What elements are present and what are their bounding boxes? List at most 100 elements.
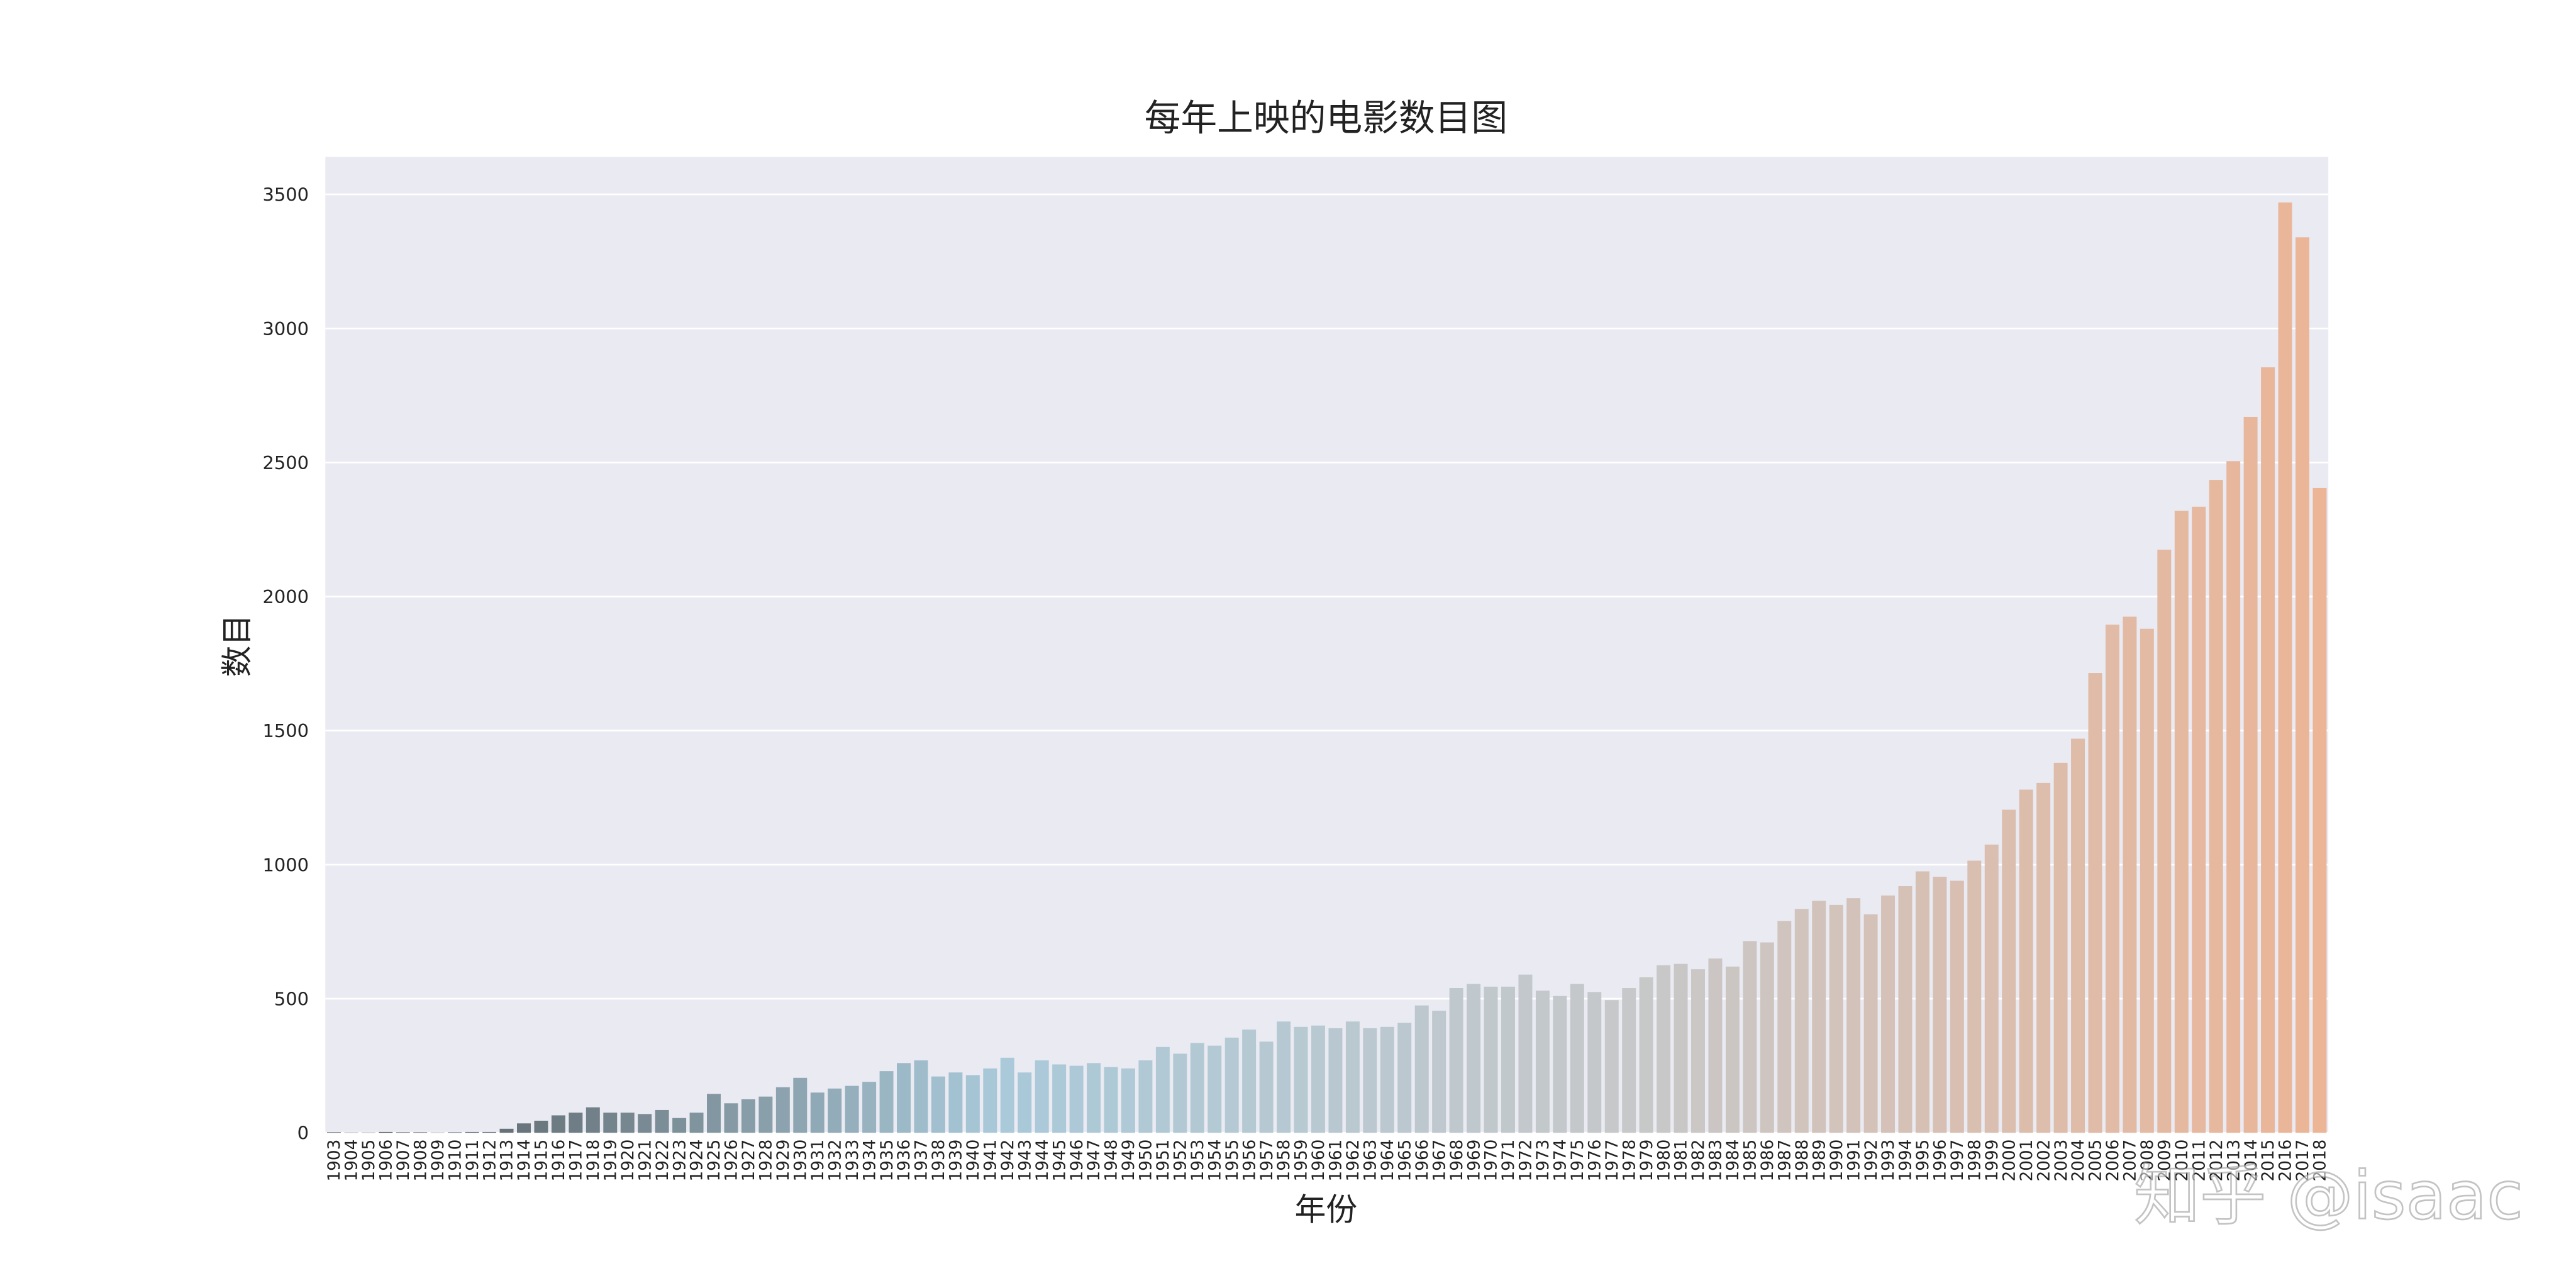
bar [1173, 1053, 1187, 1133]
x-tick-label: 1936 [895, 1140, 914, 1182]
x-tick-label: 1989 [1810, 1140, 1829, 1182]
x-tick-label: 1907 [394, 1140, 413, 1182]
bar [2105, 625, 2119, 1133]
bar [534, 1121, 548, 1133]
bar [707, 1094, 721, 1133]
y-axis-label: 数目 [219, 614, 255, 677]
x-tick-label: 1964 [1379, 1140, 1397, 1182]
bar [1345, 1021, 1360, 1133]
x-tick-label: 1919 [601, 1140, 620, 1182]
x-tick-label: 1991 [1845, 1140, 1863, 1182]
x-tick-label: 1948 [1102, 1140, 1121, 1182]
x-tick-label: 1954 [1206, 1140, 1224, 1182]
bar [2261, 367, 2275, 1133]
y-tick-label: 2000 [262, 586, 309, 608]
bar [413, 1132, 428, 1133]
bar [1570, 984, 1584, 1133]
bars [326, 202, 2327, 1133]
x-tick-label: 1977 [1603, 1140, 1622, 1182]
x-tick-label: 1911 [464, 1140, 482, 1182]
bar [499, 1128, 514, 1133]
x-tick-label: 1929 [774, 1140, 793, 1182]
x-tick-label: 1960 [1309, 1140, 1328, 1182]
bar [1898, 886, 1913, 1133]
bar [1380, 1026, 1394, 1133]
x-tick-label: 1949 [1119, 1140, 1138, 1182]
bar [655, 1109, 669, 1133]
bar [2295, 237, 2309, 1133]
x-tick-label: 1906 [377, 1140, 396, 1182]
x-tick-label: 1976 [1585, 1140, 1604, 1182]
bar [845, 1085, 859, 1133]
bar [1190, 1043, 1204, 1133]
bar [1691, 969, 1705, 1133]
bar [1535, 991, 1550, 1133]
bar [1967, 860, 1982, 1133]
x-tick-label: 1916 [550, 1140, 569, 1182]
x-tick-label: 1938 [930, 1140, 948, 1182]
y-tick-label: 1500 [262, 720, 309, 741]
bar [948, 1072, 963, 1133]
x-tick-label: 2013 [2224, 1140, 2243, 1182]
bar [1363, 1028, 1377, 1133]
bar [793, 1077, 808, 1133]
bar [326, 1132, 341, 1133]
bar [1328, 1028, 1343, 1133]
x-tick-label: 2000 [2000, 1140, 2019, 1182]
x-tick-label: 2016 [2277, 1140, 2296, 1182]
x-axis-label: 年份 [1295, 1191, 1358, 1228]
x-tick-label: 1959 [1292, 1140, 1311, 1182]
bar [1881, 895, 1896, 1133]
x-tick-label: 1992 [1862, 1140, 1881, 1182]
x-tick-label: 1969 [1465, 1140, 1484, 1182]
x-tick-label: 1963 [1362, 1140, 1380, 1182]
x-tick-label: 1924 [688, 1140, 707, 1182]
bar [1035, 1060, 1049, 1133]
x-tick-label: 1913 [498, 1140, 517, 1182]
bar [1950, 880, 1964, 1133]
bar [2312, 487, 2327, 1133]
x-tick-label: 1982 [1689, 1140, 1708, 1182]
bar [2123, 616, 2137, 1133]
x-tick-label: 2008 [2138, 1140, 2157, 1182]
x-tick-label: 1998 [1965, 1140, 1984, 1182]
x-tick-label: 1955 [1223, 1140, 1242, 1182]
x-tick-label: 1999 [1983, 1140, 2002, 1182]
x-tick-label: 1917 [567, 1140, 586, 1182]
x-tick-label: 1910 [446, 1140, 465, 1182]
y-tick-label: 2500 [262, 452, 309, 474]
bar [1294, 1026, 1308, 1133]
bar [569, 1113, 583, 1133]
x-tick-label: 1943 [1016, 1140, 1035, 1182]
x-tick-label: 2012 [2207, 1140, 2226, 1182]
x-tick-label: 1940 [964, 1140, 983, 1182]
x-tick-label: 2006 [2104, 1140, 2123, 1182]
bar [2278, 202, 2292, 1133]
x-tick-label: 2014 [2242, 1140, 2261, 1182]
x-tick-label: 1981 [1672, 1140, 1691, 1182]
bar [862, 1082, 877, 1133]
x-tick-label: 1974 [1552, 1140, 1570, 1182]
chart-title: 每年上映的电影数目图 [1145, 96, 1508, 139]
x-tick-label: 1956 [1240, 1140, 1259, 1182]
bar [1277, 1021, 1291, 1133]
x-tick-label: 1934 [860, 1140, 879, 1182]
bar [1794, 909, 1809, 1133]
x-tick-label: 1987 [1775, 1140, 1794, 1182]
bar [638, 1114, 652, 1133]
x-tick-label: 1937 [913, 1140, 931, 1182]
bar [2036, 782, 2051, 1133]
bar [2019, 789, 2033, 1133]
x-tick-label: 2009 [2156, 1140, 2175, 1182]
x-tick-label: 1922 [653, 1140, 672, 1182]
bar [2157, 549, 2172, 1133]
x-tick-label: 1957 [1258, 1140, 1277, 1182]
x-tick-label: 1978 [1620, 1140, 1639, 1182]
x-tick-label: 2001 [2018, 1140, 2036, 1182]
bar [396, 1132, 410, 1133]
bar [1639, 977, 1653, 1133]
x-tick-label: 1912 [480, 1140, 499, 1182]
x-tick-label: 1970 [1482, 1140, 1501, 1182]
bar [2174, 511, 2189, 1133]
x-tick-label: 1965 [1396, 1140, 1414, 1182]
